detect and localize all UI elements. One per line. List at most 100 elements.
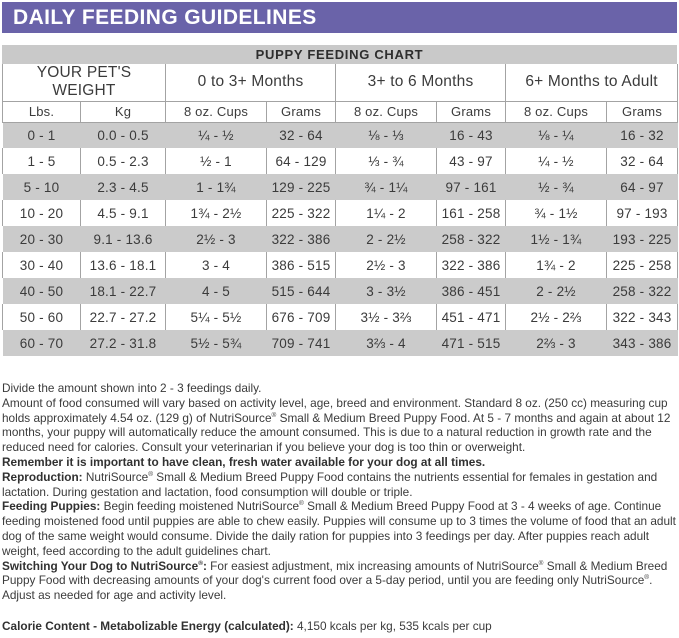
table-cell: 32 - 64 bbox=[606, 148, 679, 174]
table-cell: 43 - 97 bbox=[436, 148, 506, 174]
table-row: 60 - 70 27.2 - 31.8 5½ - 5¾ 709 - 741 3⅔ - 4… bbox=[2, 330, 678, 356]
table-cell: 16 - 43 bbox=[436, 122, 506, 148]
table-cell: 322 - 386 bbox=[436, 252, 506, 278]
table-cell: 60 - 70 bbox=[2, 330, 81, 356]
note-feeding-puppies: Feeding Puppies: Begin feeding moistened… bbox=[2, 499, 677, 558]
note-amount-consumed: Amount of food consumed will vary based … bbox=[2, 396, 677, 455]
table-cell: 27.2 - 31.8 bbox=[80, 330, 166, 356]
table-cell: 22.7 - 27.2 bbox=[79, 304, 166, 330]
table-cell: 2 - 2½ bbox=[335, 226, 437, 252]
table-cell: 9.1 - 13.6 bbox=[80, 226, 166, 252]
note-switching: Switching Your Dog to NutriSource®: For … bbox=[2, 559, 677, 603]
table-cell: 386 - 451 bbox=[436, 278, 506, 304]
group-header-6-adult: 6+ Months to Adult bbox=[505, 64, 679, 102]
table-row: 40 - 50 18.1 - 22.7 4 - 5 515 - 644 3 - 3½ 38… bbox=[2, 278, 678, 304]
chart-title: PUPPY FEEDING CHART bbox=[255, 47, 424, 62]
table-row: 30 - 40 13.6 - 18.1 3 - 4 386 - 515 2½ - 3 32… bbox=[2, 252, 679, 278]
table-cell: 1¾ - 2 bbox=[505, 252, 607, 278]
table-cell: 3 - 4 bbox=[165, 252, 267, 278]
note-text: Divide the amount shown into 2 - 3 feedi… bbox=[2, 381, 262, 395]
table-cell: 386 - 515 bbox=[266, 252, 336, 278]
table-cell: ⅛ - ⅓ bbox=[335, 122, 437, 148]
table-cell: 50 - 60 bbox=[2, 304, 81, 330]
table-cell: 5¼ - 5½ bbox=[165, 304, 267, 330]
column-header-grams-1: Grams bbox=[266, 101, 336, 123]
table-cell: 709 - 741 bbox=[266, 330, 336, 356]
puppy-feeding-table: YOUR PET'S WEIGHT 0 to 3+ Months 3+ to 6… bbox=[1, 64, 679, 356]
table-cell: 1½ - 1¾ bbox=[505, 226, 607, 252]
daily-feeding-guidelines-banner: DAILY FEEDING GUIDELINES bbox=[2, 2, 677, 33]
table-cell: 18.1 - 22.7 bbox=[80, 278, 166, 304]
column-header-grams-3: Grams bbox=[606, 101, 679, 123]
note-fresh-water: Remember it is important to have clean, … bbox=[2, 454, 486, 469]
column-header-grams-2: Grams bbox=[436, 101, 506, 123]
group-header-3-6-months: 3+ to 6 Months bbox=[335, 64, 506, 102]
table-cell: 2 - 2½ bbox=[505, 278, 607, 304]
table-cell: 0.5 - 2.3 bbox=[79, 148, 166, 174]
table-cell: 471 - 515 bbox=[436, 330, 506, 356]
table-row: 1 - 5 0.5 - 2.3 ½ - 1 64 - 129 ⅓ - ¾ 43 - 97 ¼… bbox=[2, 148, 679, 174]
table-cell: 3½ - 3⅔ bbox=[335, 304, 437, 330]
table-cell: 193 - 225 bbox=[606, 226, 678, 252]
column-header-cups-2: 8 oz. Cups bbox=[335, 101, 437, 123]
note-switching-label: Switching Your Dog to NutriSource®: bbox=[2, 558, 207, 573]
table-cell: ¾ - 1¼ bbox=[335, 174, 437, 200]
table-cell: 1 - 5 bbox=[2, 148, 81, 174]
note-text: Begin feeding moistened NutriSource® Sma… bbox=[2, 499, 676, 558]
table-cell: 97 - 193 bbox=[606, 200, 679, 226]
table-cell: 225 - 258 bbox=[606, 252, 679, 278]
table-cell: 225 - 322 bbox=[266, 200, 336, 226]
table-cell: 322 - 386 bbox=[266, 226, 336, 252]
calorie-content-label: Calorie Content - Metabolizable Energy (… bbox=[2, 618, 294, 633]
table-cell: 2½ - 2⅔ bbox=[505, 304, 607, 330]
table-cell: 676 - 709 bbox=[266, 304, 336, 330]
table-cell: 1¼ - 2 bbox=[335, 200, 437, 226]
column-header-kg: Kg bbox=[79, 101, 166, 123]
table-row: 10 - 20 4.5 - 9.1 1¾ - 2½ 225 - 322 1¼ - 2 16… bbox=[2, 200, 679, 226]
note-feeding-puppies-label: Feeding Puppies: bbox=[2, 499, 101, 514]
group-header-pets-weight: YOUR PET'S WEIGHT bbox=[1, 64, 166, 102]
table-cell: 3 - 3½ bbox=[335, 278, 437, 304]
table-cell: 2½ - 3 bbox=[335, 252, 437, 278]
table-cell: 20 - 30 bbox=[2, 226, 81, 252]
column-header-lbs: Lbs. bbox=[2, 101, 81, 123]
table-cell: 322 - 343 bbox=[606, 304, 679, 330]
table-cell: 32 - 64 bbox=[266, 122, 336, 148]
note-reproduction-label: Reproduction: bbox=[2, 469, 83, 484]
table-cell: 64 - 129 bbox=[266, 148, 336, 174]
table-cell: ¾ - 1½ bbox=[505, 200, 607, 226]
group-header-0-3-months: 0 to 3+ Months bbox=[165, 64, 336, 102]
puppy-feeding-chart-bar: PUPPY FEEDING CHART bbox=[2, 45, 677, 64]
column-header-cups-3: 8 oz. Cups bbox=[505, 101, 607, 123]
table-cell: 515 - 644 bbox=[266, 278, 336, 304]
table-cell: 5½ - 5¾ bbox=[165, 330, 267, 356]
column-header-cups-1: 8 oz. Cups bbox=[165, 101, 267, 123]
table-cell: 2⅔ - 3 bbox=[505, 330, 607, 356]
table-cell: ¼ - ½ bbox=[165, 122, 267, 148]
table-cell: 3⅔ - 4 bbox=[335, 330, 437, 356]
note-divide-feedings: Divide the amount shown into 2 - 3 feedi… bbox=[2, 381, 677, 396]
table-cell: 97 - 161 bbox=[436, 174, 506, 200]
table-row: 20 - 30 9.1 - 13.6 2½ - 3 322 - 386 2 - 2½ 25… bbox=[2, 226, 678, 252]
table-cell: 2½ - 3 bbox=[165, 226, 267, 252]
table-cell: 258 - 322 bbox=[606, 278, 678, 304]
note-calorie-content: Calorie Content - Metabolizable Energy (… bbox=[2, 619, 677, 634]
note-text: NutriSource® Small & Medium Breed Puppy … bbox=[2, 469, 658, 499]
table-cell: 258 - 322 bbox=[436, 226, 506, 252]
table-cell: 4 - 5 bbox=[165, 278, 267, 304]
table-cell: ⅛ - ¼ bbox=[505, 122, 607, 148]
table-cell: 40 - 50 bbox=[2, 278, 81, 304]
table-group-header-row: YOUR PET'S WEIGHT 0 to 3+ Months 3+ to 6… bbox=[1, 64, 679, 102]
table-cell: 129 - 225 bbox=[266, 174, 336, 200]
table-cell: 2.3 - 4.5 bbox=[80, 174, 166, 200]
table-cell: 64 - 97 bbox=[606, 174, 678, 200]
table-cell: 343 - 386 bbox=[606, 330, 678, 356]
table-cell: ½ - 1 bbox=[165, 148, 267, 174]
table-row: 50 - 60 22.7 - 27.2 5¼ - 5½ 676 - 709 3½ - 3… bbox=[2, 304, 679, 330]
table-cell: 4.5 - 9.1 bbox=[79, 200, 166, 226]
table-cell: 451 - 471 bbox=[436, 304, 506, 330]
table-cell: 10 - 20 bbox=[2, 200, 81, 226]
table-row: 5 - 10 2.3 - 4.5 1 - 1¾ 129 - 225 ¾ - 1¼ 97 -… bbox=[2, 174, 678, 200]
note-text: Amount of food consumed will vary based … bbox=[2, 395, 671, 455]
table-cell: 13.6 - 18.1 bbox=[79, 252, 166, 278]
